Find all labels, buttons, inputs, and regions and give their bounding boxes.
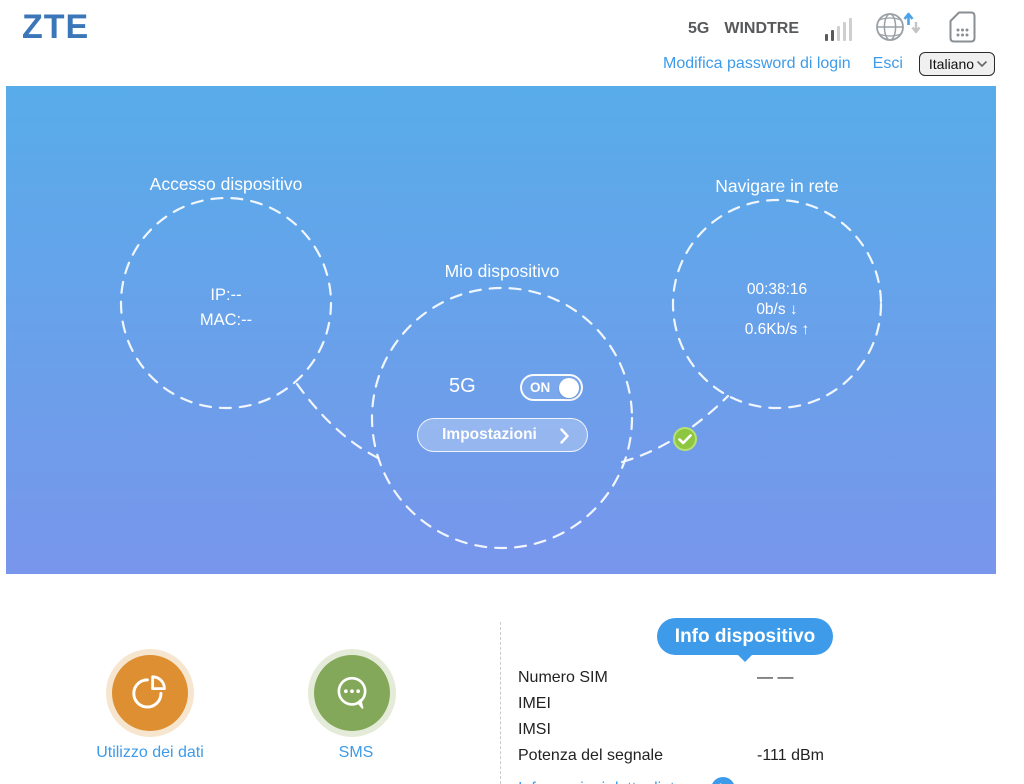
internet-circle-title[interactable]: Navigare in rete (715, 176, 839, 196)
table-row: IMEI (518, 691, 998, 717)
signal-strength-icon (825, 17, 855, 41)
data-usage-halo (106, 649, 194, 737)
detailed-info-link[interactable]: Informazioni dettagliate (518, 777, 736, 784)
connection-ok-icon (673, 427, 697, 451)
upload-speed: 0.6Kb/s ↑ (744, 321, 810, 338)
device-access-circle[interactable]: IP:-- MAC:-- (126, 283, 326, 333)
sms-shortcut[interactable] (308, 649, 396, 737)
signal-power-value: -111 dBm (757, 747, 824, 764)
network-toggle[interactable]: ON (520, 374, 583, 401)
header-links: Modifica password di login Esci Italiano (663, 52, 995, 76)
settings-button[interactable]: Impostazioni (417, 418, 588, 452)
imsi-label: IMSI (518, 721, 551, 738)
zte-logo: ZTE (22, 8, 90, 46)
settings-button-label: Impostazioni (442, 426, 537, 443)
internet-connection-icon (875, 10, 921, 49)
toggle-state-label: ON (530, 380, 551, 395)
device-ip: IP:-- (210, 286, 242, 304)
bottom-section: Utilizzo dei dati SMS Info dispositivo (0, 574, 1024, 784)
network-mode-label: 5G (449, 375, 476, 397)
sim-card-icon (949, 11, 976, 48)
table-row: Potenza del segnale -111 dBm (518, 743, 998, 769)
sim-number-value: — — (757, 669, 794, 686)
logout-link[interactable]: Esci (872, 55, 903, 72)
sms-label[interactable]: SMS (338, 744, 374, 761)
imei-label: IMEI (518, 695, 551, 712)
chat-bubble-icon (314, 655, 390, 731)
table-row: Numero SIM — — (518, 665, 998, 691)
detailed-info-link-label: Informazioni dettagliate (518, 780, 683, 784)
status-bar: 5G WINDTRE (688, 11, 976, 44)
data-usage-shortcut[interactable] (106, 649, 194, 737)
device-info-list: Numero SIM — — IMEI IMSI Potenza del seg… (518, 665, 998, 769)
modify-password-link[interactable]: Modifica password di login (663, 55, 851, 72)
network-type-label: 5G (688, 20, 710, 37)
table-row: IMSI (518, 717, 998, 743)
my-device-circle-title: Mio dispositivo (444, 261, 560, 281)
arrow-right-icon (711, 777, 736, 784)
device-mac: MAC:-- (199, 311, 253, 329)
sim-number-label: Numero SIM (518, 669, 608, 686)
download-speed: 0b/s ↓ (756, 301, 798, 318)
internet-circle[interactable]: 00:38:16 0b/s ↓ 0.6Kb/s ↑ (677, 280, 877, 340)
uptime-value: 00:38:16 (746, 281, 808, 298)
section-divider (500, 622, 501, 784)
toggle-knob (559, 377, 579, 398)
signal-power-label: Potenza del segnale (518, 747, 663, 764)
operator-name-label: WINDTRE (724, 20, 799, 37)
chevron-right-icon (560, 428, 569, 444)
sms-halo (308, 649, 396, 737)
device-access-circle-title[interactable]: Accesso dispositivo (149, 174, 303, 194)
dashboard-panel: Accesso dispositivo IP:-- MAC:-- Mio dis… (6, 86, 996, 574)
language-select[interactable]: Italiano (918, 52, 995, 76)
device-info-badge: Info dispositivo (657, 618, 833, 662)
data-usage-label[interactable]: Utilizzo dei dati (96, 744, 204, 761)
pie-chart-icon (112, 655, 188, 731)
language-select-value: Italiano (928, 56, 975, 72)
chevron-down-icon (977, 61, 987, 67)
